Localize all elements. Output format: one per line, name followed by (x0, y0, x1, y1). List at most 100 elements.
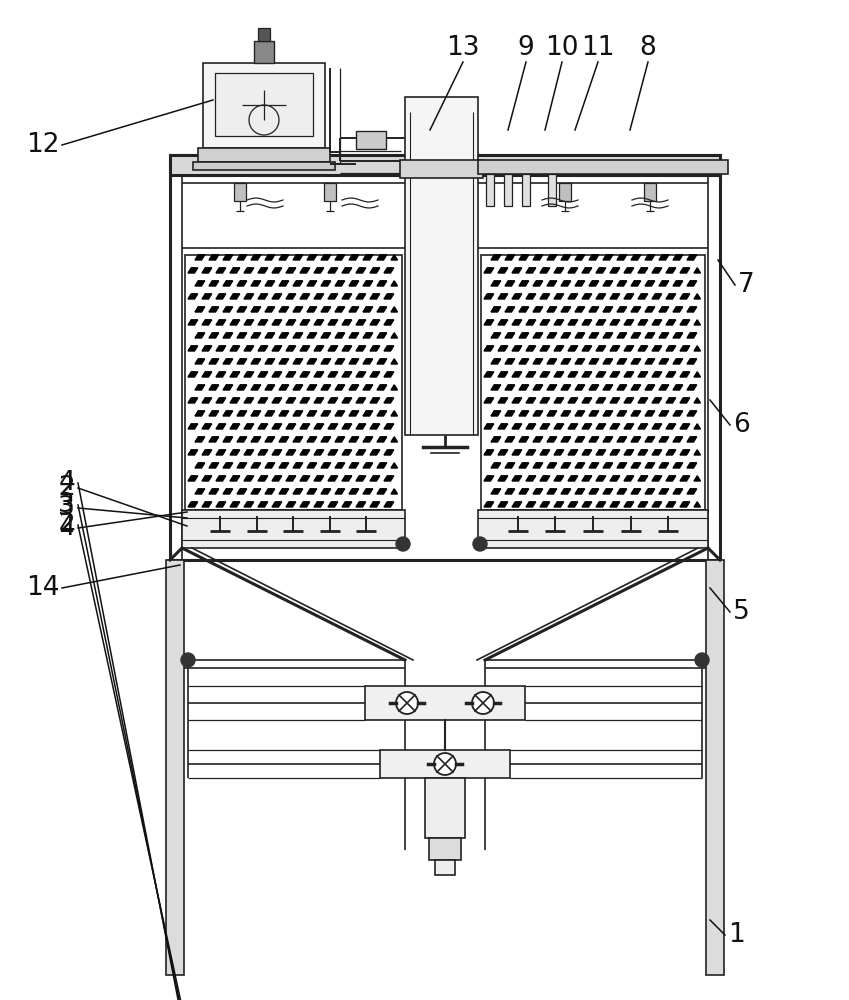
Polygon shape (290, 294, 295, 299)
Polygon shape (687, 255, 694, 260)
Polygon shape (195, 333, 201, 338)
Polygon shape (286, 398, 293, 403)
Polygon shape (268, 463, 275, 468)
Polygon shape (359, 320, 366, 325)
Polygon shape (526, 372, 532, 377)
Polygon shape (624, 424, 631, 429)
Polygon shape (272, 372, 278, 377)
Polygon shape (268, 333, 275, 338)
Polygon shape (624, 450, 631, 455)
Polygon shape (363, 463, 369, 468)
Polygon shape (310, 255, 317, 260)
Polygon shape (634, 307, 641, 312)
Polygon shape (216, 372, 222, 377)
Polygon shape (216, 502, 222, 507)
Polygon shape (638, 346, 644, 351)
Polygon shape (209, 463, 216, 468)
Polygon shape (610, 346, 616, 351)
Polygon shape (652, 346, 659, 351)
Polygon shape (240, 281, 247, 286)
Polygon shape (226, 281, 233, 286)
Polygon shape (199, 463, 205, 468)
Polygon shape (387, 320, 394, 325)
Polygon shape (603, 489, 610, 494)
Polygon shape (321, 333, 328, 338)
Polygon shape (568, 346, 575, 351)
Polygon shape (599, 398, 605, 403)
Polygon shape (621, 411, 627, 416)
Text: 2: 2 (59, 475, 75, 501)
Polygon shape (209, 333, 216, 338)
Polygon shape (606, 281, 613, 286)
Polygon shape (188, 294, 194, 299)
Polygon shape (363, 281, 369, 286)
Polygon shape (655, 346, 661, 351)
Polygon shape (391, 333, 397, 338)
Polygon shape (296, 385, 303, 390)
Polygon shape (554, 502, 560, 507)
Polygon shape (690, 463, 697, 468)
Polygon shape (370, 424, 376, 429)
Polygon shape (293, 255, 300, 260)
Polygon shape (380, 255, 387, 260)
Polygon shape (191, 294, 198, 299)
Bar (215, 73, 313, 136)
Polygon shape (596, 476, 603, 481)
Polygon shape (268, 255, 275, 260)
Polygon shape (659, 437, 666, 442)
Polygon shape (374, 476, 380, 481)
Polygon shape (526, 424, 532, 429)
Polygon shape (634, 333, 641, 338)
Polygon shape (219, 320, 226, 325)
Polygon shape (212, 333, 219, 338)
Bar (435, 860, 455, 875)
Polygon shape (680, 398, 687, 403)
Polygon shape (258, 320, 265, 325)
Polygon shape (631, 463, 638, 468)
Polygon shape (519, 255, 526, 260)
Polygon shape (391, 385, 397, 390)
Polygon shape (526, 450, 532, 455)
Polygon shape (247, 294, 254, 299)
Polygon shape (380, 359, 387, 364)
Polygon shape (509, 437, 514, 442)
Polygon shape (627, 398, 633, 403)
Polygon shape (237, 359, 244, 364)
Polygon shape (202, 502, 209, 507)
Polygon shape (484, 372, 491, 377)
Polygon shape (571, 268, 578, 273)
Polygon shape (537, 281, 543, 286)
Polygon shape (275, 502, 282, 507)
Polygon shape (363, 255, 369, 260)
Polygon shape (342, 476, 348, 481)
Polygon shape (384, 450, 391, 455)
Polygon shape (596, 450, 603, 455)
Polygon shape (377, 359, 384, 364)
Polygon shape (505, 463, 511, 468)
Polygon shape (233, 346, 239, 351)
Polygon shape (233, 320, 239, 325)
Polygon shape (578, 255, 585, 260)
Polygon shape (279, 333, 285, 338)
Polygon shape (199, 281, 205, 286)
Polygon shape (265, 437, 272, 442)
Polygon shape (627, 450, 633, 455)
Polygon shape (673, 437, 679, 442)
Polygon shape (258, 476, 265, 481)
Polygon shape (240, 411, 247, 416)
Polygon shape (631, 411, 638, 416)
Polygon shape (391, 463, 397, 468)
Polygon shape (571, 424, 578, 429)
Polygon shape (331, 502, 338, 507)
Polygon shape (652, 294, 659, 299)
Polygon shape (606, 333, 613, 338)
Polygon shape (254, 359, 261, 364)
Polygon shape (649, 359, 655, 364)
Polygon shape (578, 437, 585, 442)
Polygon shape (585, 450, 592, 455)
Polygon shape (258, 424, 265, 429)
Polygon shape (233, 424, 239, 429)
Polygon shape (346, 320, 351, 325)
Polygon shape (195, 255, 201, 260)
Polygon shape (209, 255, 216, 260)
